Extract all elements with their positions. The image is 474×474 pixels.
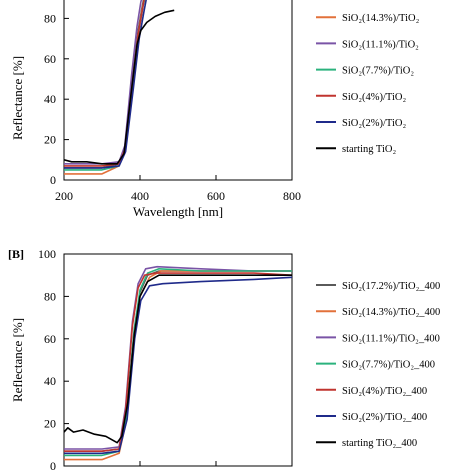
series-line-6 — [64, 274, 292, 444]
legend-label-0: SiO₂(17.2%)/TiO₂_400 — [342, 281, 440, 292]
legend-label-6: starting TiO₂ — [342, 144, 396, 155]
y-tick-label: 60 — [44, 332, 56, 346]
legend-label-2: SiO₂(11.1%)/TiO₂ — [342, 39, 419, 50]
x-axis-title: Wavelength [nm] — [133, 204, 223, 219]
legend-label-5: SiO₂(2%)/TiO₂ — [342, 118, 406, 129]
x-tick-label: 200 — [55, 189, 73, 203]
plot-frame — [63, 0, 293, 181]
legend-label-4: SiO₂(4%)/TiO₂_400 — [342, 386, 427, 397]
series-line-6 — [64, 9, 175, 165]
y-tick-label: 60 — [44, 52, 56, 66]
plot-frame — [63, 253, 293, 467]
series-line-3 — [64, 0, 146, 171]
y-tick-label: 0 — [50, 173, 56, 187]
y-tick-label: 100 — [38, 247, 56, 261]
legend-label-4: SiO₂(4%)/TiO₂ — [342, 92, 406, 103]
x-tick-label: 400 — [131, 189, 149, 203]
y-tick-label: 80 — [44, 11, 56, 25]
y-tick-label: 80 — [44, 289, 56, 303]
legend-label-6: starting TiO₂_400 — [342, 438, 417, 449]
panel-label: [B] — [8, 247, 24, 261]
series-line-3 — [64, 267, 292, 457]
x-tick-label: 800 — [283, 189, 301, 203]
y-axis-title: Reflectance [%] — [10, 56, 25, 140]
legend-label-2: SiO₂(11.1%)/TiO₂_400 — [342, 333, 440, 344]
series-group — [64, 0, 175, 175]
series-line-4 — [64, 272, 292, 453]
series-line-5 — [64, 276, 292, 455]
series-line-2 — [64, 265, 292, 450]
series-group — [64, 265, 292, 461]
series-line-0 — [64, 270, 292, 453]
y-tick-label: 20 — [44, 417, 56, 431]
y-tick-label: 20 — [44, 133, 56, 147]
y-tick-label: 40 — [44, 374, 56, 388]
chart-panel-b: [B] 0 20 40 60 80 100 Reflectance [%] SiO₂(17.2%… — [8, 247, 440, 473]
legend-label-1: SiO₂(14.3%)/TiO₂_400 — [342, 307, 440, 318]
legend-label-3: SiO₂(7.7%)/TiO₂ — [342, 66, 414, 77]
series-line-1 — [64, 0, 145, 175]
series-line-1 — [64, 270, 292, 461]
y-tick-label: 0 — [50, 459, 56, 473]
legend-label-1: SiO₂(14.3%)/TiO₂ — [342, 13, 420, 24]
x-tick-label: 600 — [207, 189, 225, 203]
legend-label-5: SiO₂(2%)/TiO₂_400 — [342, 412, 427, 423]
y-axis-title: Reflectance [%] — [10, 318, 25, 402]
y-tick-label: 40 — [44, 92, 56, 106]
series-line-5 — [64, 0, 147, 169]
chart-panel-a: 0 20 40 60 80 200 400 600 800 Wavelength [nm] Refl… — [10, 0, 420, 219]
legend-label-3: SiO₂(7.7%)/TiO₂_400 — [342, 360, 435, 371]
